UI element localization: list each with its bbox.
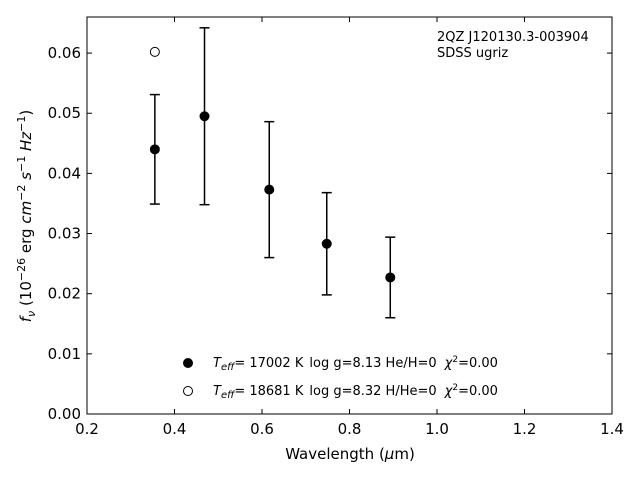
data-point-open (149, 46, 160, 57)
plot-frame (86, 16, 613, 415)
x-axis-ticks: 0.2 0.4 0.6 0.8 1.0 1.2 1.4 (75, 17, 624, 438)
y-axis-label: fν (10−26 erg cm−2 s−1 Hz−1) (15, 110, 38, 323)
y-axis-ticks: 0.00 0.01 0.02 0.03 0.04 0.05 0.06 (48, 44, 612, 423)
legend-entry-2-chi: =0.00 (458, 384, 498, 399)
y-tick-label: 0.06 (48, 44, 81, 62)
y-tick-label: 0.00 (48, 405, 81, 423)
x-tick-label: 1.2 (513, 420, 537, 438)
data-point-filled (264, 184, 275, 195)
y-tick-label: 0.02 (48, 285, 81, 303)
x-tick-label: 1.4 (600, 420, 624, 438)
data-points (149, 46, 396, 283)
y-tick-label: 0.05 (48, 104, 81, 122)
legend-entry-1-chi: =0.00 (458, 356, 498, 371)
x-tick-label: 0.8 (338, 420, 362, 438)
x-tick-label: 0.2 (75, 420, 99, 438)
data-point-filled (199, 111, 210, 122)
x-axis-label: Wavelength (μm) (285, 445, 415, 463)
data-point-filled (385, 272, 396, 283)
legend-entry-1-rest: log g=8.13 He/H=0 (309, 356, 436, 371)
data-point-filled (149, 144, 160, 155)
x-tick-label: 1.0 (425, 420, 449, 438)
legend-entry-2-teff: = 18681 K (234, 384, 304, 399)
annotation-line-2: SDSS ugriz (437, 46, 508, 61)
legend-marker-filled (183, 358, 193, 368)
data-point-filled (321, 238, 332, 249)
y-tick-label: 0.04 (48, 164, 81, 182)
x-tick-label: 0.4 (163, 420, 187, 438)
y-tick-label: 0.03 (48, 225, 81, 243)
error-bars (149, 27, 396, 319)
legend-entry-2-rest: log g=8.32 H/He=0 (309, 384, 436, 399)
legend-marker-open (183, 386, 193, 396)
legend-entry-1-teff: = 17002 K (234, 356, 304, 371)
annotation-line-1: 2QZ J120130.3-003904 (437, 30, 589, 45)
x-tick-label: 0.6 (250, 420, 274, 438)
y-tick-label: 0.01 (48, 345, 81, 363)
